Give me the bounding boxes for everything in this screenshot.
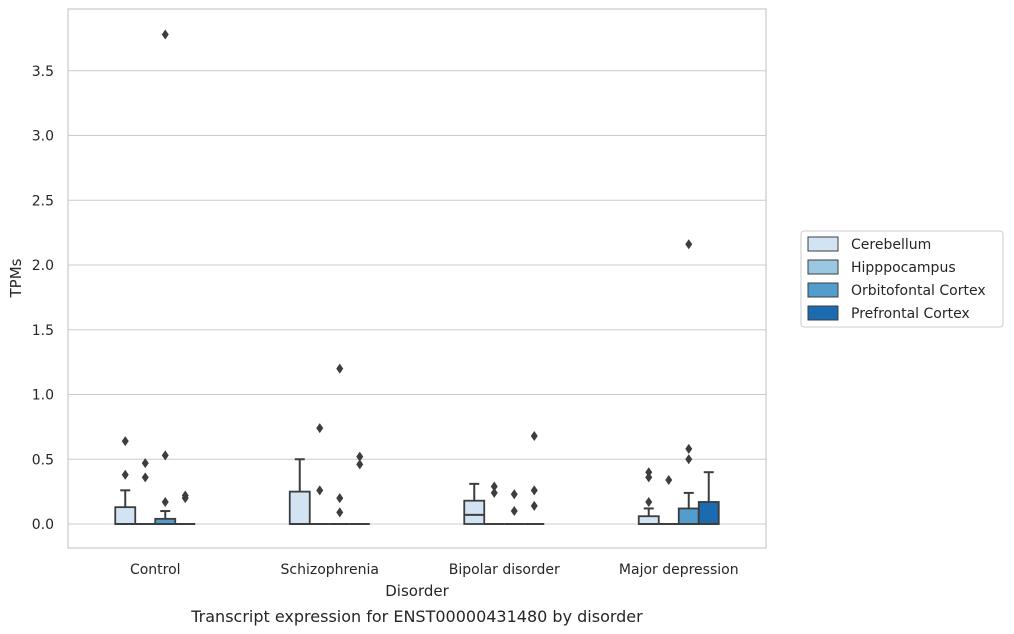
box-body [677, 507, 700, 525]
box-orbitofontal-cortex [504, 489, 525, 525]
box-prefrontal-cortex [524, 430, 545, 525]
legend-label: Hipppocampus [851, 260, 956, 276]
legend-swatch [807, 305, 839, 321]
outlier-marker [356, 459, 364, 470]
outlier-marker [121, 436, 129, 447]
legend-item: Cerebellum [807, 236, 931, 253]
legend-item: Orbitofontal Cortex [807, 282, 986, 299]
outlier-marker [181, 493, 189, 504]
legend-item: Hipppocampus [807, 259, 956, 276]
outlier-marker [490, 487, 498, 498]
outlier-marker [161, 29, 169, 40]
y-tick-label: 3.5 [32, 64, 54, 80]
figure-caption: Transcript expression for ENST0000043148… [190, 607, 643, 626]
legend-label: Orbitofontal Cortex [851, 283, 986, 299]
outlier-marker [685, 443, 693, 454]
outlier-marker [161, 450, 169, 461]
y-tick-label: 0.5 [32, 452, 54, 468]
outlier-marker [530, 500, 538, 511]
outlier-marker [356, 451, 364, 462]
y-tick-label: 1.5 [32, 323, 54, 339]
outlier-marker [645, 472, 653, 483]
legend-label: Cerebellum [851, 237, 931, 253]
y-tick-label: 2.5 [32, 193, 54, 209]
legend-item: Prefrontal Cortex [807, 305, 970, 322]
outlier-marker [645, 467, 653, 478]
box-cerebellum [637, 467, 660, 525]
box-body [288, 490, 311, 525]
outlier-marker [530, 430, 538, 441]
box-prefrontal-cortex [697, 471, 720, 525]
x-axis-title: Disorder [385, 582, 449, 600]
box-hipppocampus [309, 423, 330, 525]
y-tick-label: 3.0 [32, 129, 54, 145]
outlier-marker [141, 472, 149, 483]
grid-lines [68, 70, 766, 525]
box-prefrontal-cortex [349, 451, 370, 525]
plot-area-frame [67, 8, 767, 549]
x-tick-label: Control [130, 562, 181, 578]
y-tick-label: 2.0 [32, 258, 54, 274]
legend-swatch [807, 282, 839, 298]
outlier-marker [685, 239, 693, 250]
box-orbitofontal-cortex [677, 239, 700, 525]
box-hipppocampus [658, 474, 679, 525]
outlier-marker [510, 489, 518, 500]
outlier-marker [336, 507, 344, 518]
legend-frame [800, 230, 1004, 328]
box-orbitofontal-cortex [329, 363, 350, 525]
legend-label: Prefrontal Cortex [851, 306, 970, 322]
box-hipppocampus [484, 481, 505, 525]
outlier-marker [645, 496, 653, 507]
box-cerebellum [288, 458, 311, 525]
y-axis-ticks: 0.0 0.5 1.0 1.5 2.0 2.5 3.0 3.5 [32, 64, 54, 533]
outlier-marker [316, 423, 324, 434]
x-tick-label: Schizophrenia [281, 562, 379, 578]
box-orbitofontal-cortex [154, 29, 177, 525]
box-cerebellum [114, 436, 137, 525]
box-body [637, 515, 660, 525]
y-axis-title: TPMs [7, 258, 25, 298]
outlier-marker [685, 454, 693, 465]
legend: Cerebellum Hipppocampus Orbitofontal Corte… [800, 230, 1004, 328]
x-tick-label: Major depression [619, 562, 739, 578]
legend-swatch [807, 236, 839, 252]
box-plots [114, 29, 720, 525]
y-tick-label: 0.0 [32, 517, 54, 533]
box-body [463, 499, 486, 525]
x-tick-label: Bipolar disorder [449, 562, 560, 578]
outlier-marker [665, 474, 673, 485]
outlier-marker [530, 485, 538, 496]
legend-swatch [807, 259, 839, 275]
box-hipppocampus [135, 458, 156, 525]
outlier-marker [510, 506, 518, 517]
outlier-marker [161, 496, 169, 507]
outlier-marker [490, 481, 498, 492]
box-body [114, 506, 137, 525]
x-axis-ticks: Control Schizophrenia Bipolar disorder Majo… [130, 562, 739, 578]
outlier-marker [141, 458, 149, 469]
box-cerebellum [463, 482, 486, 525]
box-prefrontal-cortex [175, 490, 196, 525]
outlier-marker [121, 469, 129, 480]
y-tick-label: 1.0 [32, 388, 54, 404]
outlier-marker [316, 485, 324, 496]
outlier-marker [336, 493, 344, 504]
outlier-marker [336, 363, 344, 374]
box-body [697, 501, 720, 525]
